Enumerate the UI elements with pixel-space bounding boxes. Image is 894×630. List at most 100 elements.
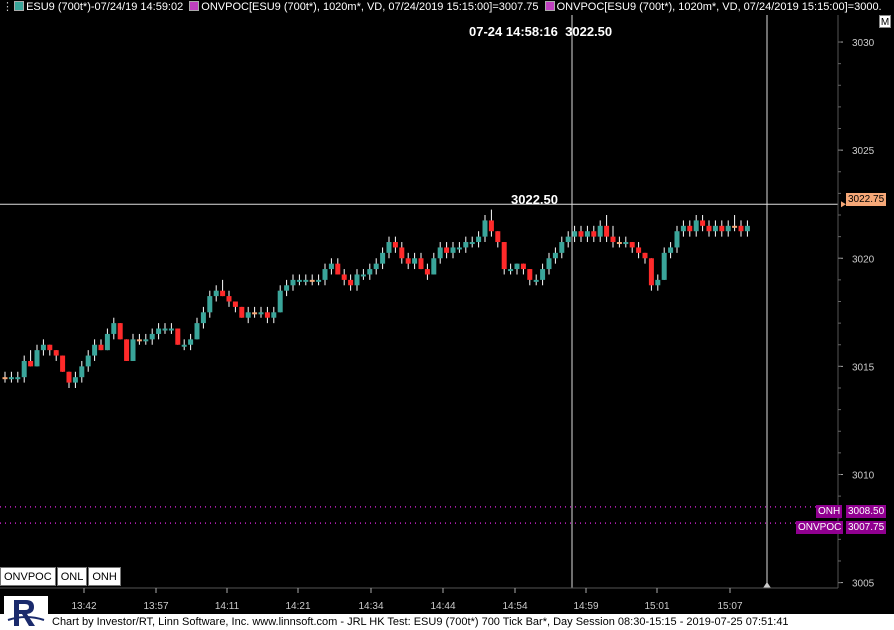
candle-body xyxy=(130,339,136,361)
onvpoc-button[interactable]: ONVPOC xyxy=(0,567,56,586)
candle-body xyxy=(719,225,725,232)
candle-body xyxy=(527,269,533,280)
candle-body xyxy=(34,350,40,367)
indicator-legend-bar: ⋮ ESU9 (700t*)-07/24/19 14:59:02 ONVPOC[… xyxy=(0,0,894,14)
x-tick-label: 14:59 xyxy=(573,601,598,612)
y-tick-label: 3010 xyxy=(852,470,875,481)
onl-button[interactable]: ONL xyxy=(56,567,88,586)
candle-body xyxy=(655,279,661,286)
candle-body xyxy=(335,263,341,275)
x-tick-label: 14:34 xyxy=(358,601,383,612)
candle-body xyxy=(572,231,578,237)
candle-body xyxy=(143,339,149,342)
candle-body xyxy=(220,290,226,297)
candle-body xyxy=(732,225,738,228)
candle-body xyxy=(668,247,674,253)
x-tick-label: 14:54 xyxy=(502,601,527,612)
x-tick-label: 15:01 xyxy=(644,601,669,612)
series-swatch-icon[interactable] xyxy=(14,1,25,11)
candle-body xyxy=(245,312,251,318)
candle-body xyxy=(706,225,712,232)
indicator-swatch-icon[interactable] xyxy=(544,1,555,11)
candle-body xyxy=(367,269,373,275)
candle-body xyxy=(661,252,667,280)
indicator-label[interactable]: ONVPOC[ESU9 (700t*), 1020m*, VD, 07/24/2… xyxy=(201,1,539,13)
x-tick-label: 14:44 xyxy=(430,601,455,612)
candle-body xyxy=(476,236,482,243)
indicator-label[interactable]: ONVPOC[ESU9 (700t*), 1020m*, VD, 07/24/2… xyxy=(556,1,882,13)
candle-body xyxy=(277,290,283,313)
candle-body xyxy=(424,269,430,275)
candle-body xyxy=(610,236,616,243)
candle-body xyxy=(348,279,354,286)
candle-body xyxy=(213,290,219,297)
x-tick-label: 13:57 xyxy=(143,601,168,612)
candle-body xyxy=(687,225,693,232)
candle-body xyxy=(591,231,597,237)
candle-body xyxy=(712,225,718,232)
candle-body xyxy=(693,220,699,232)
candle-body xyxy=(40,344,46,351)
candle-body xyxy=(47,344,53,351)
onh-button[interactable]: ONH xyxy=(88,567,121,586)
footer-text: Chart by Investor/RT, Linn Software, Inc… xyxy=(52,616,789,628)
y-tick-label: 3020 xyxy=(852,254,875,265)
onvpoc-price-tag: 3007.75 xyxy=(846,521,887,534)
candle-body xyxy=(239,306,245,318)
x-tick-label: 13:42 xyxy=(71,601,96,612)
indicator-swatch-icon[interactable] xyxy=(189,1,200,11)
maximize-button[interactable]: M xyxy=(879,15,891,28)
candle-body xyxy=(271,312,277,318)
candle-body xyxy=(508,269,514,272)
candle-body xyxy=(418,258,424,270)
candle-body xyxy=(21,360,27,378)
candle-body xyxy=(501,242,507,270)
candle-body xyxy=(290,279,296,286)
level-toggle-buttons: ONVPOC ONL ONH xyxy=(0,567,122,587)
candle-body xyxy=(680,225,686,232)
candle-body xyxy=(85,355,91,367)
candle-body xyxy=(623,242,629,245)
grip-icon[interactable]: ⋮ xyxy=(2,1,13,13)
onh-price-tag: 3008.50 xyxy=(846,505,887,518)
candle-body xyxy=(252,312,258,315)
candle-body xyxy=(156,328,162,334)
x-tick-label: 14:21 xyxy=(285,601,310,612)
candle-body xyxy=(232,301,238,307)
candle-body xyxy=(450,247,456,253)
candle-body xyxy=(66,371,72,383)
candle-body xyxy=(738,225,744,232)
candle-body xyxy=(456,247,462,250)
candle-body xyxy=(53,350,59,356)
candle-body xyxy=(60,355,66,372)
candle-body xyxy=(79,366,85,378)
candle-body xyxy=(104,333,110,351)
candle-body xyxy=(264,312,270,318)
candle-body xyxy=(309,279,315,282)
candle-body xyxy=(559,242,565,253)
candle-body xyxy=(188,339,194,345)
onvpoc-name-tag: ONVPOC xyxy=(796,521,844,534)
candle-body xyxy=(469,242,475,245)
candle-body xyxy=(98,344,104,351)
candle-body xyxy=(175,328,181,345)
candle-body xyxy=(149,333,155,340)
candle-body xyxy=(700,220,706,226)
candle-body xyxy=(399,247,405,259)
candle-body xyxy=(405,258,411,264)
candle-body xyxy=(431,258,437,275)
candle-body xyxy=(495,231,501,243)
candle-body xyxy=(520,263,526,270)
y-tick-label: 3030 xyxy=(852,38,875,49)
candle-body xyxy=(578,231,584,237)
scroll-marker-icon[interactable] xyxy=(763,582,771,588)
candle-body xyxy=(162,328,168,331)
candle-body xyxy=(552,252,558,259)
candle-body xyxy=(15,377,21,380)
crosshair-price: 3022.50 xyxy=(565,24,613,39)
candle-body xyxy=(200,312,206,324)
candle-body xyxy=(386,242,392,253)
candle-body xyxy=(194,323,200,340)
series-label[interactable]: ESU9 (700t*)-07/24/19 14:59:02 xyxy=(26,1,184,13)
